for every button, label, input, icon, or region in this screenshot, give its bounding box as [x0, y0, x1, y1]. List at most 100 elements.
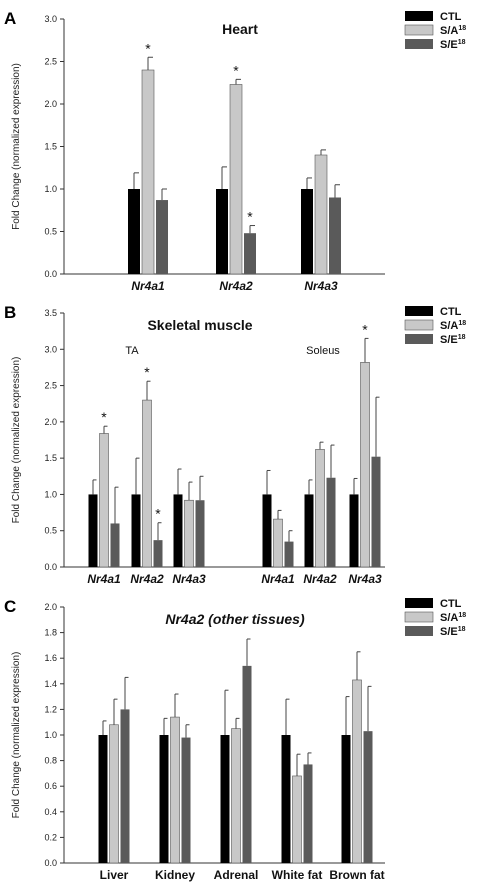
chart-panel-B: B 0.0 0.5 1.0 1.5 2.0 2.5 3.0 3.5 Fold Change (no…	[4, 303, 466, 586]
y-tick-label: 2.0	[44, 417, 57, 427]
y-tick-label: 3.5	[44, 308, 57, 318]
bar	[170, 716, 180, 864]
chart-panel-C: C 0.0 0.2 0.4 0.6 0.8 1.0 1.2 1.4 1.6 1.8 2.0 Fold C…	[4, 597, 466, 882]
chart-panel-A: A 0.0 0.5 1.0 1.5 2.0 2.5 3.0 Fold Change (norma…	[4, 9, 466, 293]
bar	[156, 200, 168, 274]
y-tick-label: 1.6	[44, 653, 57, 663]
significance-star: *	[101, 409, 107, 425]
legend-swatch	[405, 334, 433, 344]
panel-letter: C	[4, 597, 16, 616]
legend-label: CTL	[440, 11, 462, 23]
bar	[273, 518, 283, 568]
y-tick-label: 2.5	[44, 57, 57, 67]
bar	[98, 735, 108, 863]
significance-star: *	[233, 62, 239, 78]
bar	[109, 724, 119, 864]
bar	[360, 362, 370, 568]
bar	[301, 189, 313, 274]
legend-swatch	[405, 306, 433, 316]
bar	[131, 494, 141, 567]
y-axis-label: Fold Change (normalized expression)	[11, 652, 22, 819]
bar	[303, 764, 313, 863]
bar	[159, 735, 169, 863]
bar	[371, 456, 381, 567]
significance-star: *	[247, 209, 253, 225]
bar	[173, 494, 183, 567]
bar	[341, 735, 351, 863]
y-tick-label: 0.4	[44, 807, 57, 817]
x-tick-label: Nr4a2	[303, 572, 337, 586]
y-axis-label: Fold Change (normalized expression)	[11, 357, 22, 524]
y-tick-label: 1.0	[44, 489, 57, 499]
group-label: TA	[125, 345, 139, 357]
chart-title: Heart	[222, 21, 258, 37]
bar	[292, 775, 302, 864]
x-tick-label: Nr4a2	[130, 572, 164, 586]
y-tick-label: 0.5	[44, 227, 57, 237]
y-tick-label: 2.0	[44, 602, 57, 612]
bar	[120, 709, 130, 863]
significance-star: *	[362, 321, 368, 337]
bar	[153, 540, 163, 567]
y-tick-label: 1.0	[44, 730, 57, 740]
y-tick-label: 0.8	[44, 756, 57, 766]
bar	[184, 499, 194, 568]
y-tick-label: 1.8	[44, 628, 57, 638]
legend-label: S/E18	[440, 39, 466, 51]
y-tick-label: 0.6	[44, 781, 57, 791]
panel-letter: A	[4, 9, 16, 28]
legend-label: S/A18	[440, 320, 466, 332]
bar	[110, 523, 120, 567]
bar	[242, 665, 252, 863]
y-tick-label: 2.0	[44, 99, 57, 109]
bar	[352, 679, 362, 864]
x-tick-label: Adrenal	[214, 868, 259, 882]
bar	[304, 494, 314, 567]
y-tick-label: 0.0	[44, 562, 57, 572]
y-tick-label: 1.5	[44, 142, 57, 152]
chart-title: Nr4a2 (other tissues)	[165, 611, 305, 627]
x-tick-label: Liver	[100, 868, 129, 882]
y-tick-label: 0.5	[44, 526, 57, 536]
legend-label: CTL	[440, 598, 462, 610]
x-tick-label: Brown fat	[329, 868, 384, 882]
x-tick-label: White fat	[272, 868, 323, 882]
y-tick-label: 0.0	[44, 269, 57, 279]
bar	[281, 735, 291, 863]
x-tick-label: Nr4a1	[87, 572, 121, 586]
x-tick-label: Nr4a3	[304, 279, 338, 293]
group-label: Soleus	[306, 345, 340, 357]
legend-label: CTL	[440, 306, 462, 318]
legend-label: S/A18	[440, 612, 466, 624]
bar	[142, 399, 152, 568]
panel-letter: B	[4, 303, 16, 322]
legend-swatch	[404, 319, 434, 331]
y-tick-label: 0.0	[44, 858, 57, 868]
bar	[349, 494, 359, 567]
bar	[262, 494, 272, 567]
bar	[329, 197, 341, 274]
legend-label: S/E18	[440, 626, 466, 638]
legend-label: S/E18	[440, 334, 466, 346]
significance-star: *	[155, 506, 161, 522]
y-tick-label: 1.5	[44, 453, 57, 463]
bar	[220, 735, 230, 863]
bar	[363, 731, 373, 863]
legend-swatch	[404, 24, 434, 36]
bar	[128, 189, 140, 274]
legend-swatch	[404, 611, 434, 623]
y-tick-label: 0.2	[44, 832, 57, 842]
bar	[195, 500, 205, 567]
x-tick-label: Nr4a3	[348, 572, 382, 586]
bar	[231, 728, 241, 864]
y-tick-label: 1.2	[44, 704, 57, 714]
bar	[314, 154, 328, 275]
legend-swatch	[405, 626, 433, 636]
bar	[326, 477, 336, 567]
x-tick-label: Nr4a1	[261, 572, 295, 586]
bar	[88, 494, 98, 567]
x-tick-label: Nr4a3	[172, 572, 206, 586]
legend-swatch	[405, 598, 433, 608]
y-tick-label: 3.0	[44, 344, 57, 354]
